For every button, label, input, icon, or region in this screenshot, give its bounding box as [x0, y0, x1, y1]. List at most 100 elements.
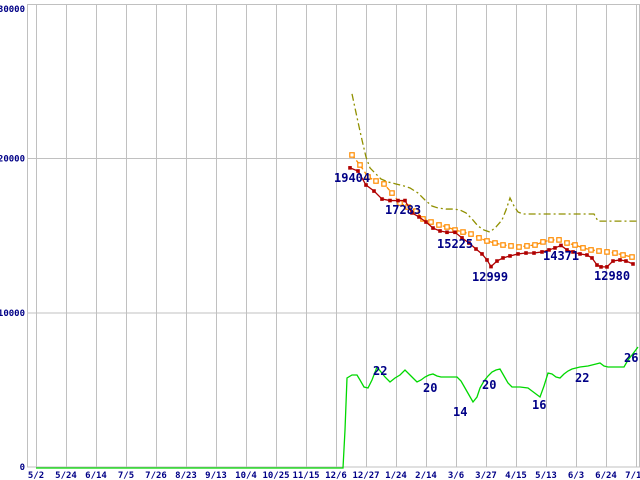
marker-low-price-red: [605, 265, 609, 269]
point-label: 22: [575, 371, 589, 385]
marker-low-price-red: [611, 259, 615, 263]
x-axis-tick-label: 3/6: [448, 471, 464, 480]
marker-average-price-orange: [604, 249, 610, 255]
marker-average-price-orange: [484, 238, 490, 244]
x-axis-tick-label: 8/23: [175, 471, 197, 480]
y-axis-tick-label: 20000: [0, 155, 25, 165]
marker-low-price-red: [508, 254, 512, 258]
marker-low-price-red: [453, 230, 457, 235]
marker-average-price-orange: [620, 252, 626, 258]
point-label: 22: [373, 364, 387, 378]
marker-low-price-red: [590, 256, 594, 260]
marker-average-price-orange: [540, 239, 546, 245]
marker-low-price-red: [485, 258, 489, 262]
marker-average-price-orange: [588, 247, 594, 253]
point-label: 14: [453, 405, 467, 419]
point-label: 15225: [437, 237, 473, 251]
marker-low-price-red: [410, 211, 414, 215]
marker-low-price-red: [372, 189, 376, 193]
x-axis-tick-label: 2/14: [415, 471, 437, 480]
point-label: 19404: [334, 171, 370, 185]
marker-average-price-orange: [596, 248, 602, 254]
marker-average-price-orange: [580, 245, 586, 251]
y-axis-tick-label: 30000: [0, 5, 25, 15]
x-axis-tick-label: 10/25: [262, 471, 289, 480]
marker-low-price-red: [585, 253, 589, 257]
point-label: 14371: [543, 249, 579, 263]
marker-average-price-orange: [516, 244, 522, 250]
marker-low-price-red: [474, 247, 478, 251]
marker-average-price-orange: [500, 242, 506, 248]
x-axis-tick-label: 5/2: [28, 471, 44, 480]
point-label: 12999: [472, 270, 508, 284]
x-axis-tick-label: 6/24: [595, 471, 617, 480]
x-axis-tick-label: 7/26: [145, 471, 167, 480]
x-axis-tick-label: 7/15: [625, 471, 640, 480]
marker-average-price-orange: [428, 219, 434, 225]
marker-average-price-orange: [492, 240, 498, 246]
x-axis-tick-label: 6/14: [85, 471, 107, 480]
marker-low-price-red: [388, 198, 392, 203]
marker-low-price-red: [480, 252, 484, 256]
x-axis-tick-label: 11/15: [292, 471, 319, 480]
marker-low-price-red: [540, 250, 544, 254]
marker-low-price-red: [599, 265, 603, 269]
marker-average-price-orange: [612, 250, 618, 256]
marker-average-price-orange: [460, 229, 466, 235]
marker-low-price-red: [403, 198, 407, 203]
point-label: 26: [624, 351, 638, 365]
point-label: 16: [532, 398, 546, 412]
x-axis-tick-label: 7/5: [118, 471, 134, 480]
marker-average-price-orange: [373, 178, 379, 184]
point-label: 12980: [594, 269, 630, 283]
marker-low-price-red: [417, 215, 421, 219]
marker-average-price-orange: [349, 152, 355, 158]
marker-low-price-red: [460, 236, 464, 240]
series-count-green-line: [36, 346, 639, 469]
marker-low-price-red: [565, 248, 569, 252]
x-axis-tick-label: 9/13: [205, 471, 227, 480]
marker-average-price-orange: [381, 181, 387, 187]
marker-low-price-red: [445, 230, 449, 235]
series-high-price-olive-line: [351, 93, 638, 233]
marker-average-price-orange: [629, 254, 635, 260]
marker-low-price-red: [578, 252, 582, 256]
y-axis-tick-label: 0: [20, 463, 25, 473]
marker-average-price-orange: [468, 231, 474, 237]
point-label: 20: [482, 378, 496, 392]
marker-low-price-red: [495, 259, 499, 263]
marker-low-price-red: [501, 256, 505, 260]
marker-average-price-orange: [564, 240, 570, 246]
marker-low-price-red: [348, 166, 352, 170]
marker-average-price-orange: [365, 174, 371, 180]
x-axis-tick-label: 12/6: [325, 471, 347, 480]
marker-low-price-red: [356, 169, 360, 173]
marker-low-price-red: [467, 241, 471, 245]
marker-low-price-red: [553, 246, 557, 250]
x-axis-tick-label: 4/15: [505, 471, 527, 480]
point-label: 17283: [385, 203, 421, 217]
marker-average-price-orange: [476, 235, 482, 241]
x-axis-tick-label: 5/13: [535, 471, 557, 480]
marker-average-price-orange: [444, 224, 450, 230]
marker-low-price-red: [571, 250, 575, 254]
marker-low-price-red: [364, 183, 368, 187]
marker-low-price-red: [489, 264, 493, 269]
x-axis-tick-label: 1/24: [385, 471, 407, 480]
x-axis-tick-label: 10/4: [235, 471, 257, 480]
marker-low-price-red: [624, 259, 628, 263]
marker-average-price-orange: [389, 190, 395, 196]
marker-low-price-red: [631, 262, 635, 266]
marker-average-price-orange: [572, 242, 578, 248]
marker-low-price-red: [431, 226, 435, 230]
marker-low-price-red: [396, 198, 400, 203]
marker-average-price-orange: [532, 242, 538, 248]
marker-average-price-orange: [413, 208, 419, 214]
marker-average-price-orange: [548, 237, 554, 243]
marker-low-price-red: [595, 263, 599, 267]
marker-low-price-red: [618, 258, 622, 262]
marker-low-price-red: [547, 248, 551, 252]
marker-low-price-red: [532, 251, 536, 255]
